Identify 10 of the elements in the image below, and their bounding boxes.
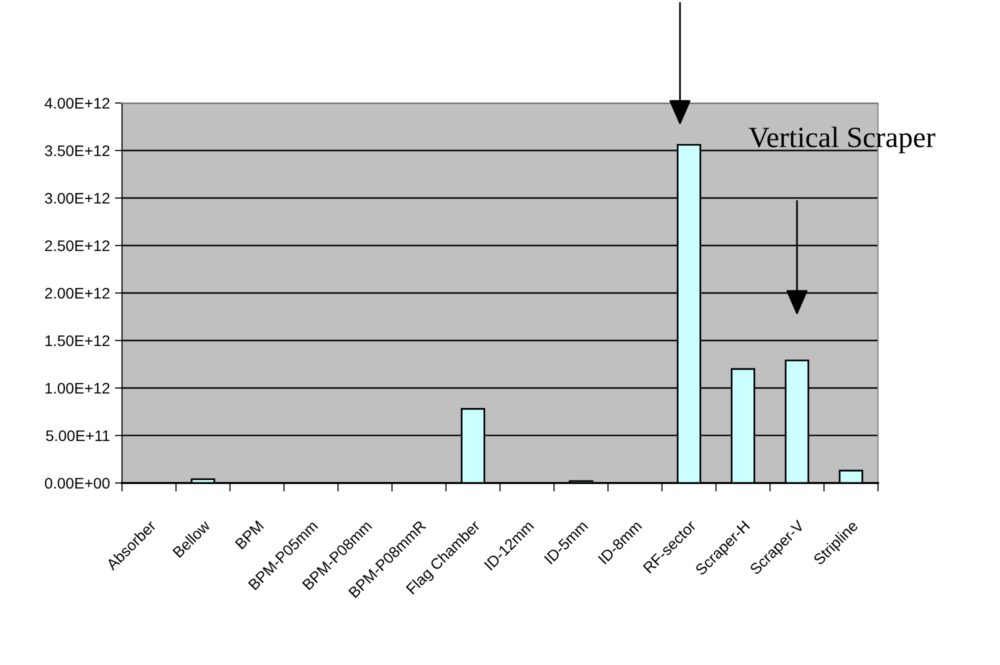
y-tick-label: 1.00E+12: [46, 382, 110, 394]
y-tick-label: 3.00E+12: [44, 192, 110, 204]
y-tick-label: 2.50E+12: [45, 240, 110, 252]
y-tick-label: 0.00E+00: [44, 478, 110, 489]
y-tick-label: 1.50E+12: [46, 335, 110, 346]
annotation: Vertical Scraper: [748, 126, 936, 154]
y-tick-label: 2.00E+12: [45, 288, 110, 299]
y-tick-label: 4.00E+12: [44, 98, 110, 109]
y-tick-label: 5.00E+11: [46, 430, 110, 442]
y-tick-label: 3.50E+12: [44, 145, 110, 156]
